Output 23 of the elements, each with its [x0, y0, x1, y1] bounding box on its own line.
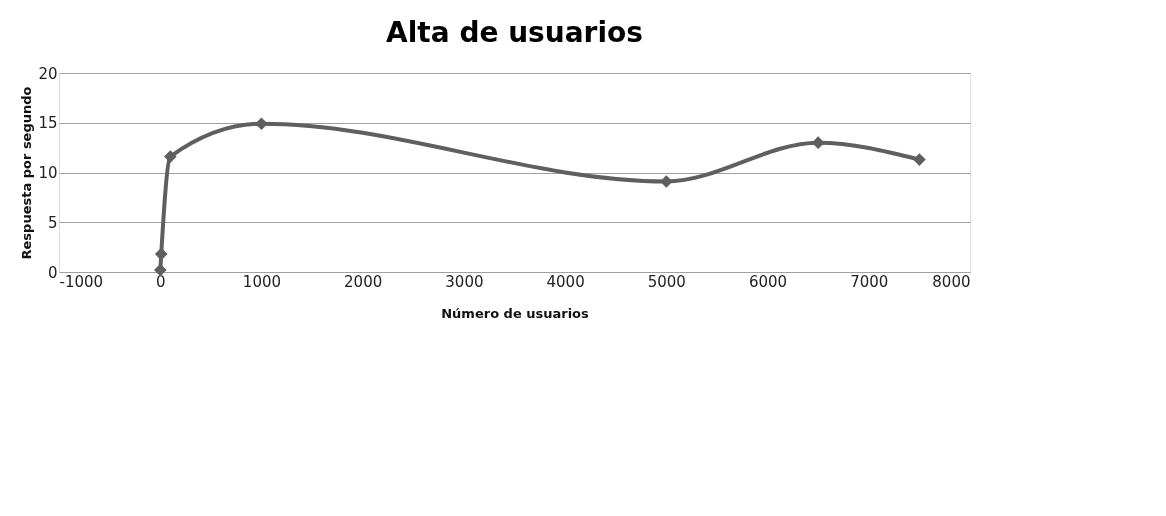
- point: [154, 263, 167, 277]
- x-tick-label: 8000: [932, 272, 971, 291]
- x-tick-label: 3000: [445, 272, 484, 291]
- x-tick-label: 2000: [344, 272, 383, 291]
- point: [913, 153, 926, 166]
- y-tick-label: 10: [38, 164, 58, 182]
- point: [164, 150, 177, 163]
- x-axis-title: Número de usuarios: [441, 305, 590, 321]
- point: [255, 117, 268, 131]
- y-tick-label: 5: [47, 213, 58, 232]
- x-tick-label: 6000: [748, 272, 788, 291]
- point: [154, 247, 168, 261]
- point: [811, 136, 825, 149]
- x-tick-label: 7000: [850, 272, 889, 291]
- y-tick-label: 15: [38, 114, 58, 133]
- x-tick-label: -1000: [59, 272, 104, 291]
- x-tick-label: 5000: [647, 272, 686, 291]
- x-tick-label: 0: [155, 272, 166, 291]
- y-tick-label: 20: [38, 64, 58, 83]
- y-axis-title: Respuesta por segundo: [19, 86, 35, 260]
- chart-title: Alta de usuarios: [386, 16, 643, 49]
- x-tick-label: 4000: [546, 272, 585, 291]
- x-tick-label: 1000: [242, 272, 282, 291]
